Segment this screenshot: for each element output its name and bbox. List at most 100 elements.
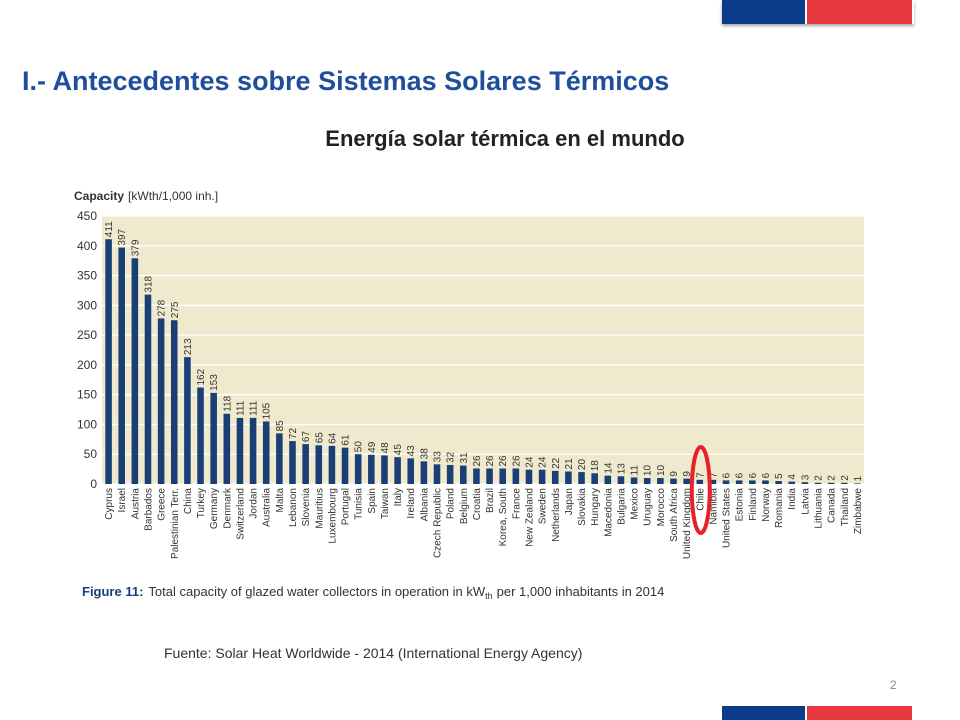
bar bbox=[210, 392, 217, 484]
bar bbox=[591, 473, 598, 484]
bar bbox=[525, 469, 533, 484]
bar bbox=[354, 454, 362, 484]
category-label: Japan bbox=[564, 488, 575, 515]
bar bbox=[499, 468, 506, 484]
bar bbox=[578, 472, 585, 484]
category-label: Namibia bbox=[708, 488, 719, 525]
value-label: 3 bbox=[800, 474, 811, 480]
category-label: Denmark bbox=[222, 487, 233, 529]
category-label: Macedonia bbox=[603, 488, 614, 537]
category-label: Mexico bbox=[630, 488, 641, 520]
value-label: 278 bbox=[157, 299, 168, 316]
value-label: 153 bbox=[209, 374, 220, 391]
category-label: Morocco bbox=[656, 488, 667, 527]
highlight-ellipse bbox=[689, 445, 712, 535]
value-label: 64 bbox=[327, 432, 338, 444]
value-label: 33 bbox=[433, 451, 444, 463]
bar bbox=[486, 468, 493, 484]
bar bbox=[762, 480, 769, 484]
category-label: Netherlands bbox=[551, 488, 562, 542]
bar bbox=[341, 447, 349, 484]
bar bbox=[262, 421, 270, 484]
value-label: 11 bbox=[630, 465, 641, 476]
bar bbox=[814, 482, 822, 484]
flag-red-stripe bbox=[807, 706, 912, 720]
category-label: Austria bbox=[130, 488, 141, 520]
bar bbox=[709, 479, 717, 484]
category-label: Ireland bbox=[406, 488, 417, 519]
category-label: Albania bbox=[419, 488, 430, 522]
category-label: Lithuania bbox=[814, 488, 825, 529]
bar bbox=[801, 482, 809, 484]
y-axis-title: Capacity [kWth/1,000 inh.] bbox=[74, 189, 218, 203]
value-label: 22 bbox=[551, 457, 562, 469]
source-text: Fuente: Solar Heat Worldwide - 2014 (Int… bbox=[164, 645, 583, 661]
bar bbox=[420, 461, 428, 484]
category-labels: Cyprus Israel Austria Barbados Greece Palesti… bbox=[104, 487, 864, 559]
category-label: Switzerland bbox=[235, 488, 246, 540]
value-label: 26 bbox=[485, 455, 496, 467]
category-label: New Zealand bbox=[524, 488, 535, 547]
flag-blue-stripe bbox=[722, 0, 805, 24]
category-label: Jordan bbox=[249, 488, 260, 519]
value-label: 318 bbox=[143, 275, 154, 292]
category-label: Taiwan bbox=[380, 488, 391, 519]
bar bbox=[512, 468, 520, 484]
value-label: 111 bbox=[249, 400, 260, 416]
category-label: Canada bbox=[827, 488, 838, 523]
value-label: 411 bbox=[104, 221, 115, 237]
bar bbox=[643, 478, 651, 484]
y-tick-label: 300 bbox=[77, 298, 97, 312]
value-label: 9 bbox=[682, 471, 693, 477]
category-label: Zimbabwe bbox=[853, 488, 864, 535]
value-label: 67 bbox=[301, 431, 312, 443]
bar bbox=[289, 441, 296, 484]
category-label: Slovenia bbox=[301, 488, 312, 527]
category-label: Poland bbox=[446, 488, 457, 519]
value-label: 6 bbox=[722, 472, 733, 478]
bar bbox=[118, 247, 125, 484]
category-label: United States bbox=[722, 488, 733, 548]
category-label: Australia bbox=[262, 488, 273, 527]
value-label: 31 bbox=[459, 452, 470, 464]
bar bbox=[538, 469, 546, 484]
category-label: Turkey bbox=[196, 488, 207, 518]
value-label: 6 bbox=[748, 472, 759, 478]
bar bbox=[368, 454, 375, 484]
category-label: Slovakia bbox=[577, 488, 588, 526]
bar-chart: Capacity [kWth/1,000 inh.] 411 39737931827… bbox=[74, 189, 864, 601]
y-tick-labels: 0 50 100 150 200 250 300 350 400 450 bbox=[77, 209, 97, 491]
bar bbox=[460, 465, 467, 484]
y-tick-label: 150 bbox=[77, 388, 97, 402]
category-label: Czech Republic bbox=[433, 488, 444, 558]
value-label: 6 bbox=[761, 472, 772, 478]
flag-decoration-top bbox=[722, 0, 914, 24]
category-label: Brazil bbox=[485, 488, 496, 513]
bar bbox=[407, 458, 415, 484]
category-label: Malta bbox=[275, 488, 286, 513]
value-label: 32 bbox=[446, 451, 457, 463]
value-label: 2 bbox=[840, 475, 851, 481]
bar bbox=[696, 479, 704, 484]
value-label: 14 bbox=[603, 462, 614, 474]
y-tick-label: 0 bbox=[90, 477, 97, 491]
value-label: 26 bbox=[511, 455, 522, 467]
category-label: Tunisia bbox=[354, 488, 365, 520]
value-label: 48 bbox=[380, 442, 391, 454]
category-label: Bulgaria bbox=[616, 488, 627, 525]
y-tick-label: 350 bbox=[77, 269, 97, 283]
bar bbox=[657, 478, 664, 484]
value-label: 1 bbox=[853, 475, 864, 481]
category-label: Lebanon bbox=[288, 488, 299, 527]
bar bbox=[473, 468, 480, 484]
bar bbox=[630, 477, 638, 484]
value-label: 10 bbox=[643, 464, 654, 476]
bar bbox=[394, 457, 401, 484]
bar bbox=[775, 481, 782, 484]
category-label: Croatia bbox=[472, 488, 483, 521]
category-label: Italy bbox=[393, 488, 404, 506]
value-label: 2 bbox=[814, 475, 825, 481]
bar bbox=[722, 480, 730, 484]
value-label: 4 bbox=[787, 474, 798, 480]
value-label: 65 bbox=[314, 432, 325, 444]
